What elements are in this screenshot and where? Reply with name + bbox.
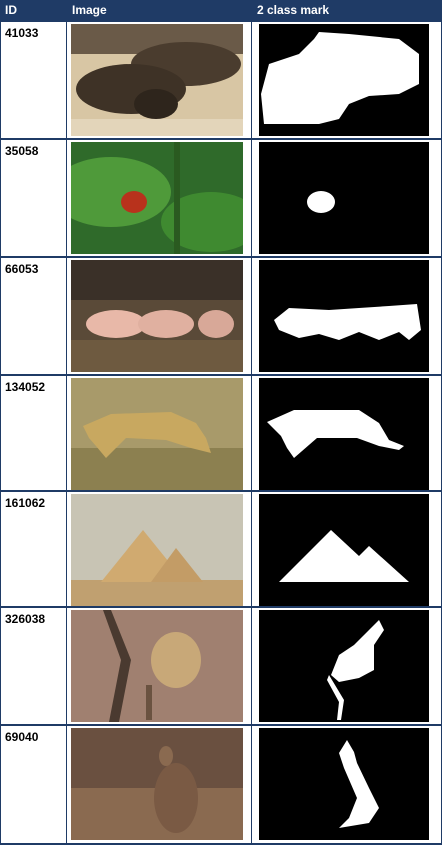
mask-ladybug [259,142,429,254]
table-row: 134052 [0,374,442,490]
grid-line [441,0,442,845]
table-row: 69040 [0,724,442,845]
table-row: 326038 [0,606,442,724]
row-id: 326038 [5,612,46,626]
mask-bison [259,24,429,136]
row-id: 41033 [5,26,39,40]
table-row: 161062 [0,490,442,606]
photo-pyramids [71,494,243,606]
mask-leopard [259,378,429,490]
photo-pigs [71,260,243,372]
row-id: 35058 [5,144,39,158]
row-id: 69040 [5,730,39,744]
grid-line [251,0,252,845]
mask-wallaby [259,728,429,840]
row-id: 134052 [5,380,46,394]
photo-bison [71,24,243,136]
header-mask: 2 class mark [252,0,442,20]
photo-ladybug [71,142,243,254]
photo-wallaby [71,728,243,840]
table-row: 66053 [0,256,442,374]
row-id: 161062 [5,496,46,510]
header-image: Image [67,0,251,20]
mask-pyramids [259,494,429,606]
grid-line [66,0,67,845]
row-id: 66053 [5,262,39,276]
mask-pigs [259,260,429,372]
table-row: 41033 [0,20,442,138]
grid-line [0,0,1,845]
photo-wildcat [71,610,243,722]
table-row: 35058 [0,138,442,256]
mask-wildcat [259,610,429,722]
photo-leopard [71,378,243,490]
header-id: ID [0,0,66,20]
